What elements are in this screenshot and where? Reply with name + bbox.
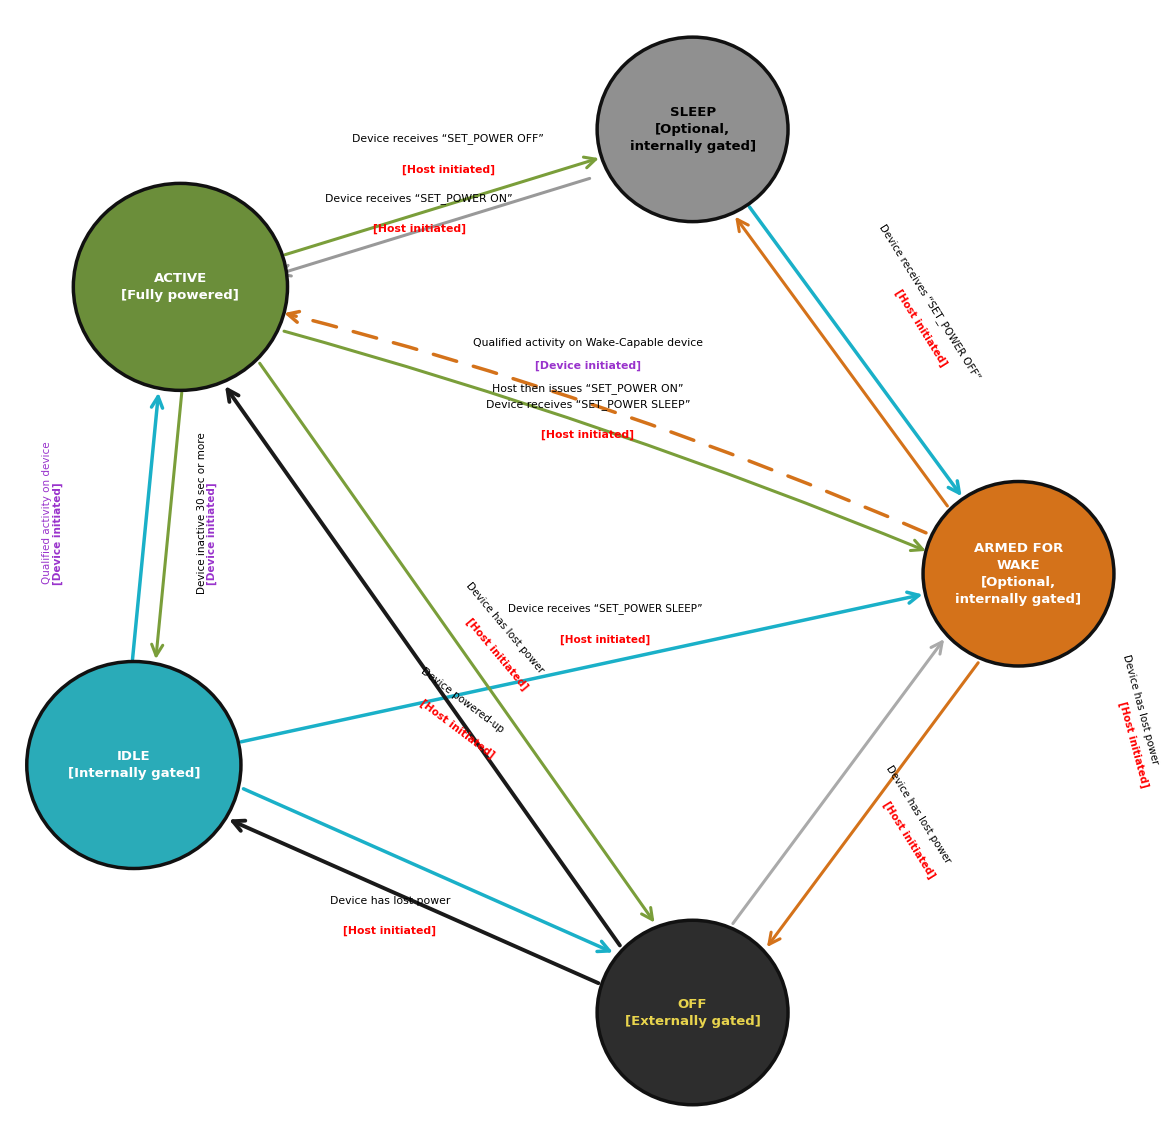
Text: Qualified activity on Wake-Capable device: Qualified activity on Wake-Capable devic… xyxy=(473,339,703,348)
Text: Device receives “SET_POWER OFF”: Device receives “SET_POWER OFF” xyxy=(353,133,544,144)
Text: [Host initiated]: [Host initiated] xyxy=(343,926,436,936)
Text: Device has lost power: Device has lost power xyxy=(1121,654,1159,766)
Text: [Device initiated]: [Device initiated] xyxy=(52,482,63,585)
Text: OFF
[Externally gated]: OFF [Externally gated] xyxy=(625,998,760,1027)
Circle shape xyxy=(73,183,288,390)
Text: [Host initiated]: [Host initiated] xyxy=(881,800,937,880)
Text: [Host initiated]: [Host initiated] xyxy=(541,430,634,440)
Text: [Host initiated]: [Host initiated] xyxy=(893,288,949,368)
Circle shape xyxy=(597,37,788,222)
Text: SLEEP
[Optional,
internally gated]: SLEEP [Optional, internally gated] xyxy=(630,106,755,153)
Text: IDLE
[Internally gated]: IDLE [Internally gated] xyxy=(68,750,200,780)
Text: [Device initiated]: [Device initiated] xyxy=(207,482,218,585)
Text: Device has lost power: Device has lost power xyxy=(329,896,450,906)
Text: Qualified activity on device: Qualified activity on device xyxy=(42,442,52,584)
Text: [Host initiated]: [Host initiated] xyxy=(1117,701,1150,789)
Text: Device has lost power: Device has lost power xyxy=(883,764,952,865)
Text: [Host initiated]: [Host initiated] xyxy=(372,224,466,234)
Circle shape xyxy=(923,482,1114,666)
Text: [Device initiated]: [Device initiated] xyxy=(534,360,641,371)
Circle shape xyxy=(597,920,788,1105)
Text: [Host initiated]: [Host initiated] xyxy=(418,698,496,759)
Text: Device powered-up: Device powered-up xyxy=(419,666,506,735)
Text: Device receives “SET_POWER SLEEP”: Device receives “SET_POWER SLEEP” xyxy=(485,398,690,410)
Text: [Host initiated]: [Host initiated] xyxy=(402,164,495,174)
Text: Device inactive 30 sec or more: Device inactive 30 sec or more xyxy=(197,432,207,594)
Text: ARMED FOR
WAKE
[Optional,
internally gated]: ARMED FOR WAKE [Optional, internally gat… xyxy=(956,542,1081,605)
Text: ACTIVE
[Fully powered]: ACTIVE [Fully powered] xyxy=(121,272,240,302)
Text: Device receives “SET_POWER ON”: Device receives “SET_POWER ON” xyxy=(325,192,513,204)
Text: Host then issues “SET_POWER ON”: Host then issues “SET_POWER ON” xyxy=(492,382,683,394)
Circle shape xyxy=(27,662,241,868)
Text: Device receives “SET_POWER OFF”: Device receives “SET_POWER OFF” xyxy=(878,223,982,381)
Text: Device has lost power: Device has lost power xyxy=(463,580,545,675)
Text: [Host initiated]: [Host initiated] xyxy=(560,634,651,645)
Text: Device receives “SET_POWER SLEEP”: Device receives “SET_POWER SLEEP” xyxy=(508,603,703,614)
Text: [Host initiated]: [Host initiated] xyxy=(463,616,530,693)
